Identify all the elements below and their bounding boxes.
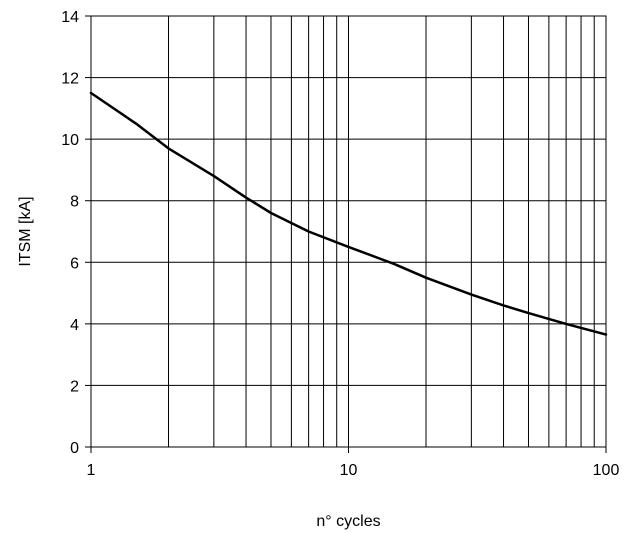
x-tick-label: 1 <box>87 462 96 479</box>
x-tick-labels: 1 10 100 <box>87 447 620 479</box>
x-axis-title: n° cycles <box>316 513 380 530</box>
grid-lines <box>91 16 606 447</box>
y-tick-label: 6 <box>70 255 79 272</box>
y-tick-label: 2 <box>70 378 79 395</box>
x-tick-label: 100 <box>593 462 620 479</box>
y-tick-label: 10 <box>61 132 79 149</box>
y-tick-labels: 0 2 4 6 8 10 12 14 <box>61 9 91 457</box>
y-tick-label: 8 <box>70 194 79 211</box>
x-tick-label: 10 <box>340 462 358 479</box>
series-line <box>89 91 608 336</box>
y-tick-label: 4 <box>70 317 79 334</box>
y-axis-title: ITSM [kA] <box>17 196 34 266</box>
y-tick-label: 0 <box>70 440 79 457</box>
y-tick-label: 12 <box>61 71 79 88</box>
y-tick-label: 14 <box>61 9 79 26</box>
series-group <box>89 91 608 336</box>
